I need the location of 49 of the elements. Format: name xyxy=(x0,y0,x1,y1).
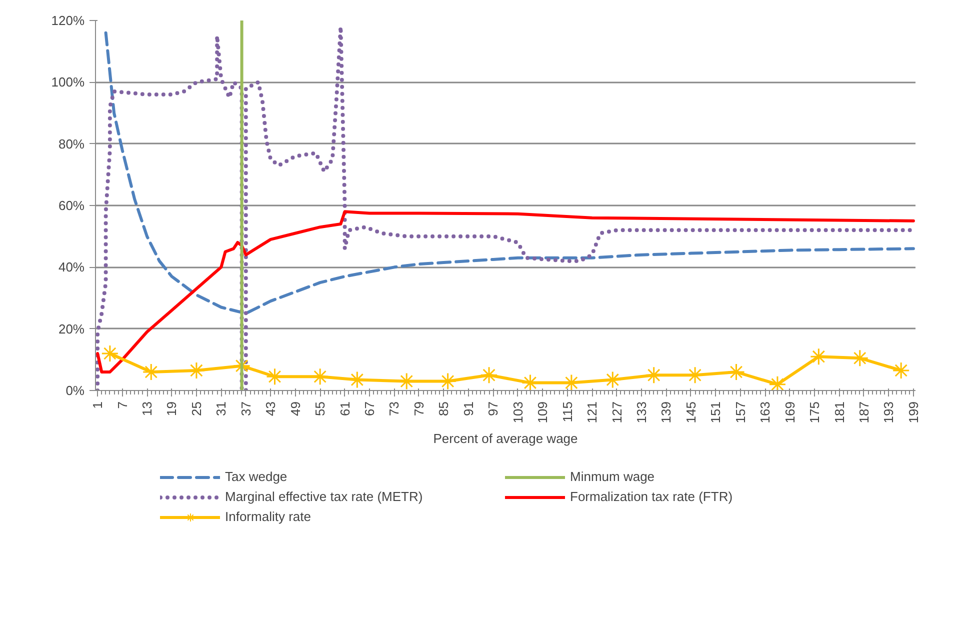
x-tick-label: 127 xyxy=(609,401,624,424)
legend-label: Formalization tax rate (FTR) xyxy=(570,489,734,504)
x-tick-label: 1 xyxy=(90,401,106,409)
legend-label: Marginal effective tax rate (METR) xyxy=(225,489,424,504)
x-tick-label: 73 xyxy=(386,401,402,416)
x-tick-label: 25 xyxy=(188,401,204,416)
x-tick-label: 163 xyxy=(758,401,773,424)
x-tick-label: 145 xyxy=(683,401,698,424)
y-tick-label: 20% xyxy=(58,321,85,336)
x-tick-label: 97 xyxy=(486,401,501,416)
legend-label: Minmum wage xyxy=(570,469,656,484)
x-tick-label: 193 xyxy=(881,401,896,424)
x-tick-label: 187 xyxy=(856,401,872,424)
x-tick-label: 199 xyxy=(906,401,921,424)
y-tick-label: 40% xyxy=(58,260,85,275)
line-series xyxy=(96,210,915,374)
x-tick-label: 43 xyxy=(263,401,278,416)
legend-label: Tax wedge xyxy=(225,469,288,484)
x-tick-label: 133 xyxy=(634,401,649,424)
x-tick-label: 85 xyxy=(436,401,452,416)
y-tick-label: 80% xyxy=(58,136,85,152)
x-tick-label: 13 xyxy=(140,401,155,416)
x-tick-label: 157 xyxy=(732,401,748,424)
x-tick-label: 31 xyxy=(214,401,229,416)
x-tick-label: 37 xyxy=(238,401,254,416)
y-tick-label: 60% xyxy=(58,198,85,213)
x-tick-label: 181 xyxy=(832,401,847,424)
y-tick-label: 100% xyxy=(51,74,85,90)
x-tick-label: 109 xyxy=(535,401,550,424)
x-tick-label: 91 xyxy=(460,401,476,416)
x-tick-label: 115 xyxy=(560,401,575,422)
x-tick-label: 79 xyxy=(411,401,426,416)
x-tick-label: 169 xyxy=(782,401,798,424)
y-tick-label: 0% xyxy=(66,383,85,398)
x-tick-label: 49 xyxy=(288,401,303,416)
x-tick-label: 151 xyxy=(708,401,724,424)
line-series xyxy=(104,31,915,315)
y-tick-label: 120% xyxy=(51,13,85,28)
x-tick-label: 175 xyxy=(807,401,822,424)
x-tick-label: 67 xyxy=(362,401,378,416)
x-tick-label: 7 xyxy=(114,401,130,409)
x-tick-label: 55 xyxy=(312,401,328,416)
x-tick-label: 103 xyxy=(510,401,526,424)
legend-label: Informality rate xyxy=(225,509,312,524)
x-tick-label: 121 xyxy=(584,401,600,424)
x-tick-label: 61 xyxy=(337,401,352,416)
x-tick-label: 19 xyxy=(164,401,180,416)
x-tick-label: 139 xyxy=(658,401,674,424)
x-axis-title: Percent of average wage xyxy=(433,431,578,446)
